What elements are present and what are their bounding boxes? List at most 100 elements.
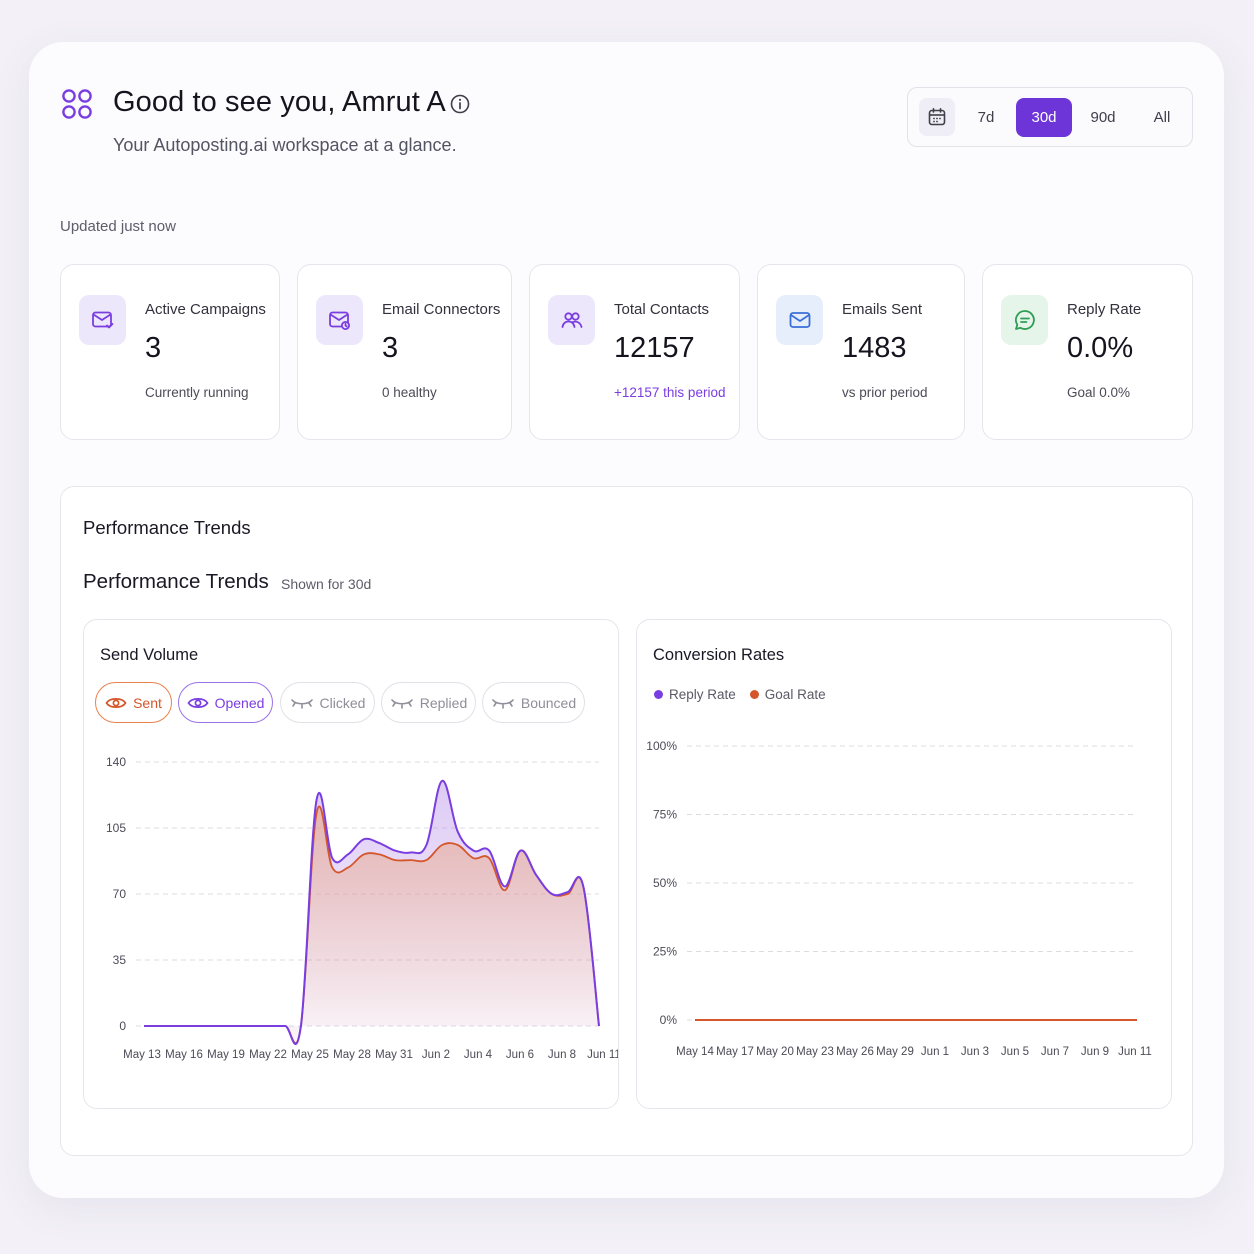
filter-label: Replied — [419, 694, 468, 711]
range-option-7d[interactable]: 7d — [977, 109, 995, 126]
eye-icon — [187, 697, 209, 708]
y-tick-label: 140 — [106, 755, 126, 769]
x-tick-label: Jun 11 — [587, 1049, 618, 1061]
legend-label: Reply Rate — [669, 687, 736, 702]
x-tick-label: May 28 — [333, 1049, 371, 1061]
stat-label: Email Connectors — [382, 301, 501, 318]
stat-card-total-contacts: Total Contacts 12157 +12157 this period — [529, 264, 740, 440]
send-volume-chart: 0 35 70 105 140 May 13 May 16 May 19 May 22 May 2… — [106, 755, 618, 1061]
mail-connector-icon — [316, 295, 363, 345]
x-tick-label: May 23 — [796, 1046, 834, 1058]
range-option-30d[interactable]: 30d — [1016, 98, 1072, 137]
x-tick-label: Jun 8 — [548, 1049, 576, 1061]
legend-reply-rate[interactable]: Reply Rate — [654, 687, 736, 702]
stat-note: 0 healthy — [382, 385, 437, 400]
eye-closed-icon — [290, 698, 313, 709]
opened-line — [143, 779, 600, 1045]
trends-range-note: Shown for 30d — [281, 576, 372, 592]
x-tick-label: Jun 9 — [1081, 1046, 1109, 1058]
filter-replied[interactable]: Replied — [381, 682, 476, 723]
panel-title: Send Volume — [100, 646, 199, 664]
stat-label: Total Contacts — [614, 301, 710, 318]
updated-status: Updated just now — [60, 218, 176, 235]
mail-campaign-icon — [79, 295, 126, 345]
x-tick-label: Jun 11 — [1118, 1046, 1152, 1058]
legend-dot — [749, 690, 759, 699]
x-tick-label: Jun 7 — [1041, 1046, 1069, 1058]
legend-label: Goal Rate — [764, 687, 826, 702]
eye-closed-icon — [390, 698, 413, 709]
filter-label: Sent — [133, 694, 162, 711]
stat-note: Currently running — [145, 385, 249, 400]
conversion-rates-panel: Conversion Rates Reply Rate Goal Rate 0%… — [636, 619, 1172, 1109]
x-tick-label: May 20 — [756, 1046, 794, 1058]
filter-bounced[interactable]: Bounced — [482, 682, 585, 723]
chat-icon — [1001, 295, 1048, 345]
x-tick-label: Jun 4 — [464, 1049, 493, 1061]
sent-area — [144, 806, 599, 1044]
y-tick-label: 75% — [653, 808, 677, 822]
stat-note: +12157 this period — [614, 385, 726, 400]
y-tick-label: 50% — [653, 876, 677, 890]
x-tick-label: May 17 — [716, 1046, 754, 1058]
date-range-selector: 7d 30d 90d All — [907, 87, 1193, 147]
dashboard-card: Good to see you, Amrut A Your Autopostin… — [29, 42, 1224, 1198]
stat-card-emails-sent: Emails Sent 1483 vs prior period — [757, 264, 965, 440]
filter-label: Clicked — [319, 694, 366, 711]
stat-card-reply-rate: Reply Rate 0.0% Goal 0.0% — [982, 264, 1193, 440]
stat-card-email-connectors: Email Connectors 3 0 healthy — [297, 264, 512, 440]
apps-grid-icon — [62, 89, 92, 119]
x-tick-label: Jun 6 — [506, 1049, 534, 1061]
y-tick-label: 0% — [660, 1013, 678, 1027]
x-tick-label: May 14 — [676, 1046, 714, 1058]
info-icon[interactable] — [449, 93, 471, 115]
conversion-rates-chart: 0% 25% 50% 75% 100% May 14 May 17 May 20 May 23 M… — [646, 739, 1152, 1058]
stat-value: 1483 — [842, 332, 907, 364]
performance-trends-section: Performance Trends Performance Trends Sh… — [60, 486, 1193, 1156]
filter-clicked[interactable]: Clicked — [280, 682, 375, 723]
stat-value: 12157 — [614, 332, 695, 364]
filter-opened[interactable]: Opened — [178, 682, 273, 723]
y-tick-label: 100% — [646, 739, 677, 753]
calendar-icon[interactable] — [919, 98, 955, 136]
y-tick-label: 35 — [113, 953, 127, 967]
stat-value: 0.0% — [1067, 332, 1134, 364]
section-title: Performance Trends — [83, 517, 251, 538]
x-tick-label: May 25 — [291, 1049, 329, 1061]
y-tick-label: 0 — [119, 1019, 126, 1033]
users-icon — [548, 295, 595, 345]
x-tick-label: Jun 5 — [1001, 1046, 1029, 1058]
y-tick-label: 25% — [653, 945, 677, 959]
x-tick-label: Jun 2 — [422, 1049, 450, 1061]
legend-dot — [654, 690, 663, 699]
stat-note: vs prior period — [842, 385, 928, 400]
legend-goal-rate[interactable]: Goal Rate — [749, 687, 826, 702]
trends-title: Performance Trends — [83, 570, 269, 593]
chart-legend: Reply Rate Goal Rate — [654, 687, 826, 702]
x-tick-label: May 31 — [375, 1049, 413, 1061]
range-option-all[interactable]: All — [1153, 109, 1171, 126]
stat-note: Goal 0.0% — [1067, 385, 1131, 400]
page-title: Good to see you, Amrut A — [113, 86, 446, 118]
y-tick-label: 70 — [113, 887, 127, 901]
stat-card-active-campaigns: Active Campaigns 3 Currently running — [60, 264, 280, 440]
x-tick-label: Jun 1 — [921, 1046, 949, 1058]
mail-icon — [776, 295, 823, 345]
page-subtitle: Your Autoposting.ai workspace at a glanc… — [113, 135, 457, 155]
eye-closed-icon — [492, 698, 514, 709]
eye-icon — [105, 697, 127, 708]
filter-label: Opened — [214, 694, 265, 711]
range-option-90d[interactable]: 90d — [1090, 109, 1116, 126]
stat-value: 3 — [382, 332, 399, 364]
x-tick-label: May 16 — [165, 1049, 203, 1061]
x-tick-label: May 19 — [207, 1049, 245, 1061]
x-tick-label: May 22 — [249, 1049, 287, 1061]
stat-label: Reply Rate — [1067, 301, 1142, 318]
send-volume-panel: Send Volume Sent Opened Clicked — [83, 619, 619, 1109]
filter-sent[interactable]: Sent — [95, 682, 172, 723]
x-tick-label: May 26 — [836, 1046, 874, 1058]
x-tick-label: May 13 — [123, 1049, 161, 1061]
x-tick-label: Jun 3 — [961, 1046, 989, 1058]
y-tick-label: 105 — [106, 821, 126, 835]
panel-title: Conversion Rates — [653, 646, 785, 664]
